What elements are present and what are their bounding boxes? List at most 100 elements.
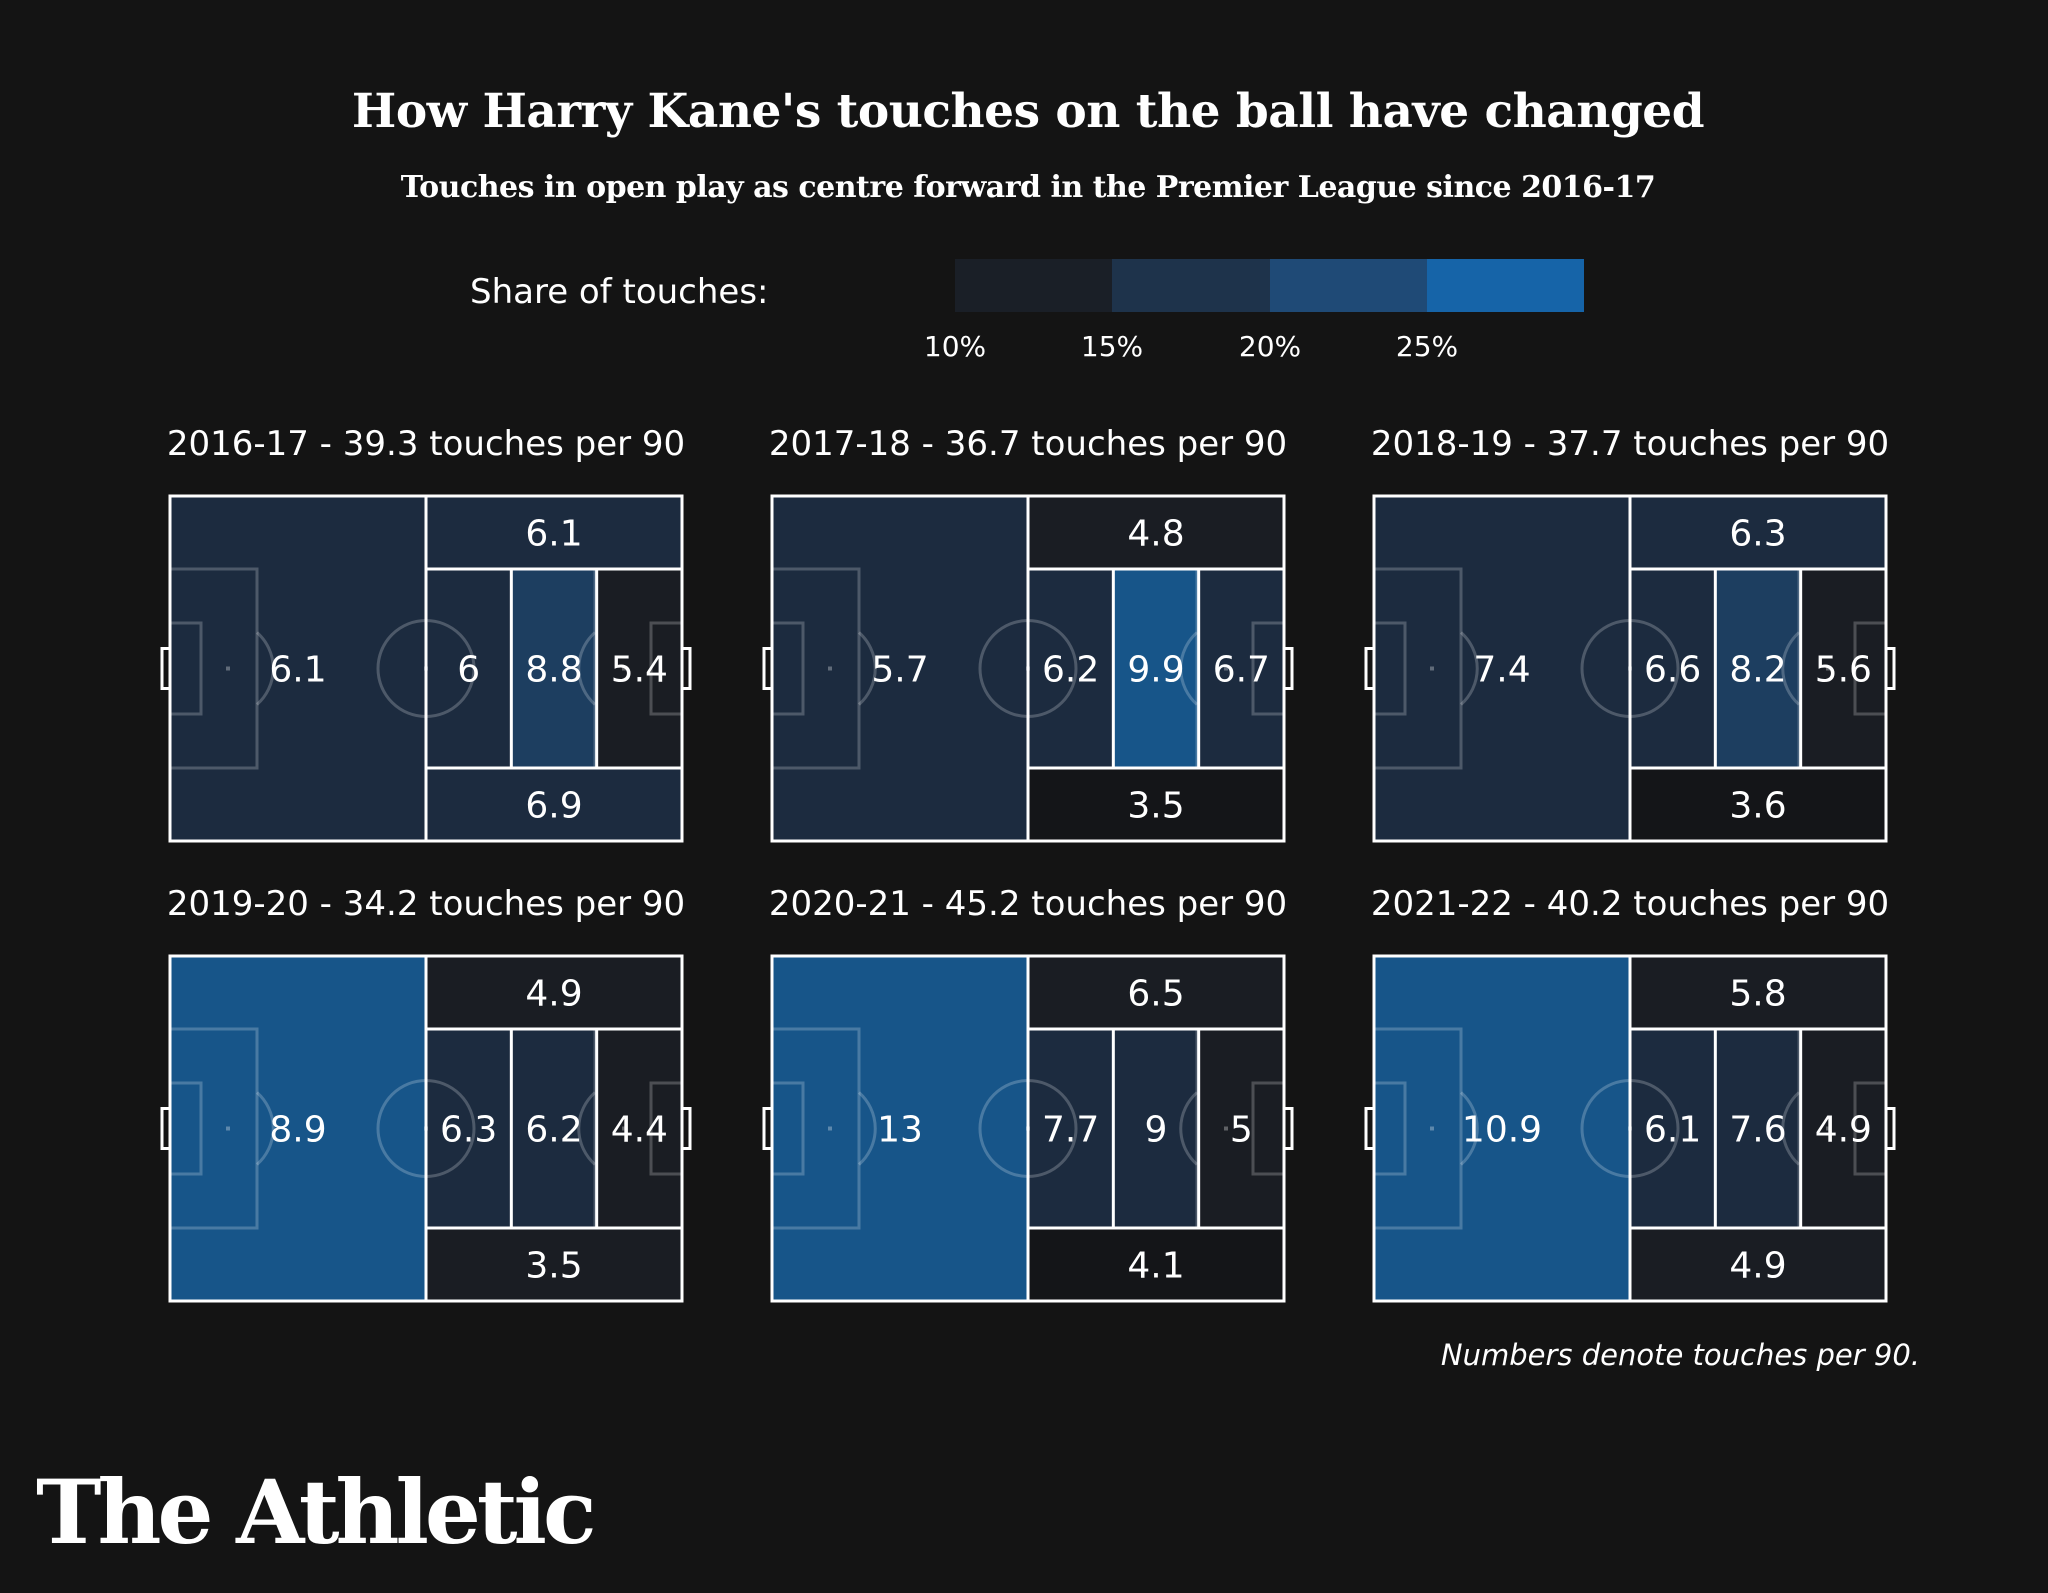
chart-title: How Harry Kane's touches on the ball hav…	[351, 84, 1705, 139]
zone-value-own-half: 13	[877, 1110, 923, 1151]
pitch-2017-18: 5.7 4.8 6.2 9.9 6.7 3.5	[762, 494, 1294, 843]
zone-central-middle	[511, 1029, 597, 1228]
zone-value-central-left: 6	[457, 650, 480, 691]
pitch-spot	[828, 666, 832, 671]
penalty-arc-right	[1781, 631, 1800, 706]
penalty-arc-left	[1460, 631, 1479, 706]
zone-central-left	[1630, 1029, 1716, 1228]
zone-value-central-middle: 7.6	[1729, 1110, 1786, 1151]
pitch-title: 2020-21 - 45.2 touches per 90	[768, 884, 1288, 924]
pitch-spot	[226, 1126, 230, 1131]
zone-borders	[762, 494, 1294, 843]
pitch-2019-20: 8.9 4.9 6.3 6.2 4.4 3.5	[160, 954, 692, 1303]
pitch-spot	[1826, 1126, 1830, 1131]
zone-wide-bottom	[1028, 1228, 1284, 1301]
penalty-arc-right	[577, 1091, 596, 1166]
legend-swatch-10	[955, 259, 1113, 312]
zone-value-own-half: 8.9	[269, 1110, 326, 1151]
zone-wide-top	[1630, 956, 1886, 1029]
pitch-spot	[622, 666, 626, 671]
zone-value-wide-bottom: 4.9	[1729, 1246, 1786, 1287]
pitch-2016-17: 6.1 6.1 6 8.8 5.4 6.9	[160, 494, 692, 843]
pitch-spot	[1224, 1126, 1228, 1131]
pitch-2021-22: 10.9 5.8 6.1 7.6 4.9 4.9	[1364, 954, 1896, 1303]
zone-value-central-middle: 8.2	[1729, 650, 1786, 691]
pitch-title: 2016-17 - 39.3 touches per 90	[166, 424, 686, 464]
zone-central-middle	[1113, 1029, 1199, 1228]
legend-swatch-25	[1426, 259, 1584, 312]
legend-tick: 20%	[1238, 330, 1302, 363]
penalty-arc-right	[577, 631, 596, 706]
zone-value-central-left: 6.1	[1644, 1110, 1701, 1151]
legend-tick: 15%	[1080, 330, 1144, 363]
zone-borders	[160, 494, 692, 843]
zone-wide-bottom	[1630, 1228, 1886, 1301]
the-athletic-logo: The Athletic	[36, 1460, 597, 1564]
zone-value-wide-bottom: 3.5	[1127, 786, 1184, 827]
zone-central-left	[426, 569, 512, 768]
pitch-2018-19: 7.4 6.3 6.6 8.2 5.6 3.6	[1364, 494, 1896, 843]
zone-wide-top	[1028, 496, 1284, 569]
zone-value-wide-top: 4.9	[525, 974, 582, 1015]
zone-value-central-middle: 8.8	[525, 650, 582, 691]
penalty-arc-left	[1460, 1091, 1479, 1166]
chart-subtitle: Touches in open play as centre forward i…	[400, 170, 1656, 205]
zone-wide-top	[426, 496, 682, 569]
pitch-spot	[828, 1126, 832, 1131]
zone-central-left	[1028, 1029, 1114, 1228]
zone-value-central-left: 6.6	[1644, 650, 1701, 691]
zone-wide-top	[426, 956, 682, 1029]
pitch-spot	[1224, 666, 1228, 671]
penalty-arc-left	[858, 631, 877, 706]
goal-right	[680, 647, 692, 690]
zone-central-right	[596, 1029, 682, 1228]
legend-label: Share of touches:	[470, 272, 769, 312]
zone-borders	[1364, 494, 1896, 843]
zone-central-middle	[511, 569, 597, 768]
footnote: Numbers denote touches per 90.	[1440, 1338, 1920, 1372]
zone-wide-bottom	[426, 768, 682, 841]
zone-value-wide-top: 4.8	[1127, 514, 1184, 555]
zone-wide-bottom	[426, 1228, 682, 1301]
goal-left	[1364, 647, 1376, 690]
penalty-arc-left	[256, 631, 275, 706]
pitch-2020-21: 13 6.5 7.7 9 5 4.1	[762, 954, 1294, 1303]
zone-value-central-right: 5	[1230, 1110, 1253, 1151]
goal-left	[762, 1107, 774, 1150]
legend-swatch-20	[1269, 259, 1427, 312]
zone-value-own-half: 6.1	[269, 650, 326, 691]
legend-swatch-15	[1112, 259, 1270, 312]
zone-value-central-middle: 9	[1145, 1110, 1168, 1151]
pitch-title: 2018-19 - 37.7 touches per 90	[1370, 424, 1890, 464]
zone-value-wide-bottom: 3.6	[1729, 786, 1786, 827]
pitch-title: 2019-20 - 34.2 touches per 90	[166, 884, 686, 924]
zone-value-own-half: 7.4	[1473, 650, 1530, 691]
zone-value-central-left: 6.2	[1042, 650, 1099, 691]
legend-color-bar	[955, 259, 1584, 312]
goal-right	[1282, 647, 1294, 690]
zone-wide-top	[1630, 496, 1886, 569]
zone-own-half	[1374, 496, 1630, 841]
penalty-arc-left	[256, 1091, 275, 1166]
zone-central-right	[1198, 569, 1284, 768]
zone-value-central-right: 6.7	[1213, 650, 1270, 691]
pitch-title: 2021-22 - 40.2 touches per 90	[1370, 884, 1890, 924]
zone-value-central-right: 5.6	[1815, 650, 1872, 691]
goal-left	[762, 647, 774, 690]
zone-value-central-right: 4.4	[611, 1110, 668, 1151]
zone-value-central-right: 4.9	[1815, 1110, 1872, 1151]
pitch-spot	[1430, 666, 1434, 671]
zone-value-wide-bottom: 6.9	[525, 786, 582, 827]
zone-central-left	[1630, 569, 1716, 768]
zone-borders	[762, 954, 1294, 1303]
pitch-spot	[622, 1126, 626, 1131]
legend-tick: 25%	[1395, 330, 1459, 363]
goal-left	[160, 1107, 172, 1150]
zone-own-half	[170, 956, 426, 1301]
pitch-spot	[1430, 1126, 1434, 1131]
zone-value-central-middle: 6.2	[525, 1110, 582, 1151]
zone-value-central-right: 5.4	[611, 650, 668, 691]
zone-value-wide-bottom: 3.5	[525, 1246, 582, 1287]
goal-right	[680, 1107, 692, 1150]
goal-left	[160, 647, 172, 690]
